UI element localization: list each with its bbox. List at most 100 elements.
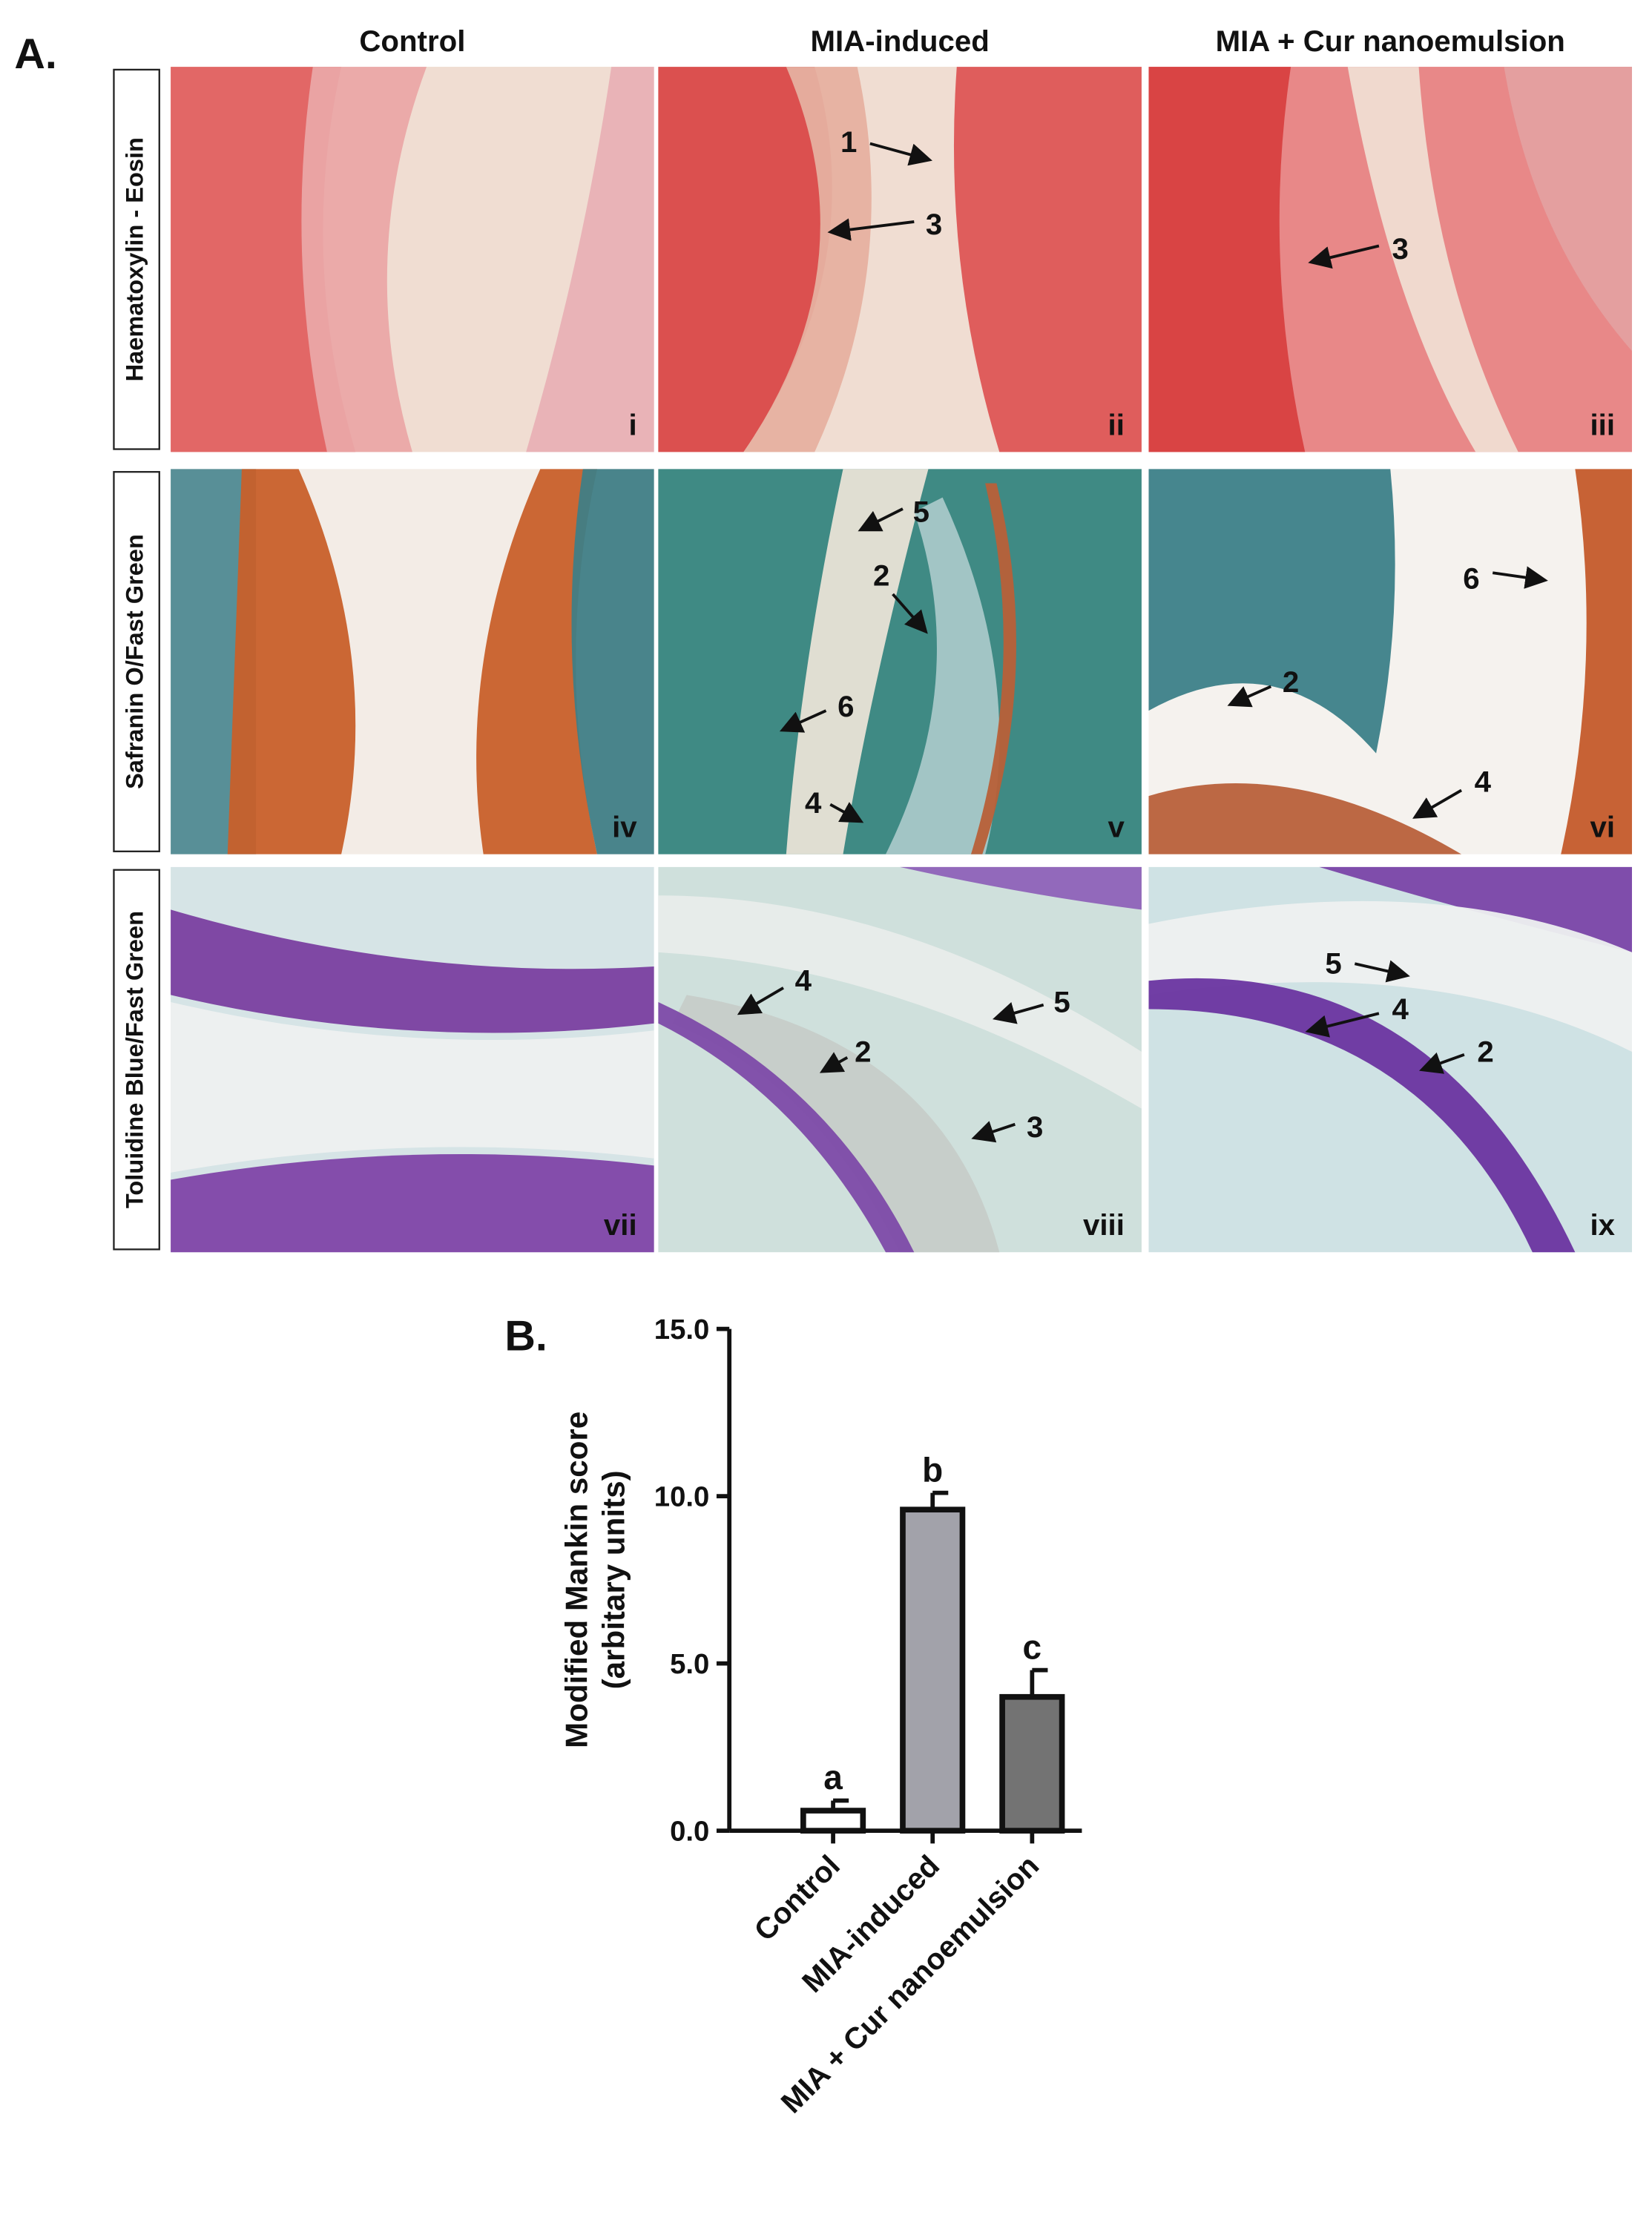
arrow-label: 3 (1392, 232, 1408, 266)
arrow (1492, 566, 1548, 589)
y-tick-label: 15.0 (654, 1314, 710, 1346)
arrow (1412, 788, 1463, 819)
bar (999, 1693, 1065, 1834)
panel-numeral: viii (1083, 1208, 1125, 1242)
y-axis-label: Modified Mankin score (559, 1412, 594, 1748)
arrow (892, 593, 928, 634)
tissue-region (1148, 978, 1576, 1253)
significance-letter: c (1023, 1627, 1042, 1666)
x-tick-label: Control (748, 1848, 846, 1947)
tissue-region (953, 67, 1142, 452)
y-tick-label: 0.0 (670, 1816, 709, 1848)
arrow-label: 3 (926, 208, 942, 241)
row-label-box (113, 869, 160, 1251)
error-bar (1030, 1667, 1048, 1697)
arrow (737, 987, 784, 1015)
column-header: Control (359, 24, 465, 58)
micrograph (658, 67, 1142, 452)
micrograph (171, 866, 654, 1253)
arrow (1308, 244, 1380, 269)
panel-numeral: iv (612, 811, 637, 844)
arrow-label: 4 (805, 786, 822, 820)
arrow (971, 1121, 1016, 1143)
tissue-region (1504, 67, 1633, 352)
error-bar (930, 1490, 949, 1510)
arrow-label: 4 (795, 964, 812, 998)
micrograph (1148, 866, 1633, 1253)
tissue-region (476, 469, 597, 854)
panel-numeral: vii (604, 1208, 637, 1242)
row-label: Toluidine Blue/Fast Green (122, 911, 148, 1208)
row-label-box (113, 471, 160, 852)
arrow (1354, 960, 1410, 983)
tissue-region (1347, 67, 1518, 452)
arrow-label: 3 (1027, 1110, 1043, 1144)
arrow (992, 1002, 1044, 1024)
column-header: MIA-induced (810, 24, 989, 58)
panel-numeral: vi (1590, 811, 1615, 844)
tissue-region (301, 67, 427, 452)
arrow (1305, 1012, 1380, 1038)
arrow-label: 5 (1325, 947, 1341, 981)
arrow-label: 4 (1475, 765, 1492, 798)
panel-numeral: ix (1590, 1208, 1615, 1242)
tissue-region (786, 469, 929, 854)
significance-letter: b (922, 1450, 943, 1489)
bar (900, 1506, 966, 1834)
y-tick-label: 5.0 (670, 1648, 709, 1680)
arrow (869, 142, 932, 166)
arrow-label: 2 (1477, 1035, 1493, 1068)
tissue-region (1148, 469, 1395, 754)
arrow (779, 709, 827, 733)
tissue-region (658, 67, 832, 452)
tissue-region (658, 1001, 915, 1253)
arrow-label: 5 (913, 495, 929, 528)
arrow (819, 1052, 849, 1073)
panel-label: A. (14, 30, 56, 78)
micrograph (1148, 67, 1633, 452)
significance-letter: a (823, 1758, 843, 1796)
arrow (829, 802, 864, 823)
arrow-label: 1 (840, 125, 857, 159)
micrograph (171, 469, 654, 854)
tissue-region (526, 67, 654, 452)
tissue-region (970, 483, 1016, 854)
panel-numeral: v (1108, 811, 1125, 844)
tissue-region (900, 866, 1142, 910)
row-label: Safranin O/Fast Green (122, 534, 148, 789)
micrograph (658, 469, 1142, 854)
arrow-label: 5 (1053, 985, 1070, 1018)
arrow-label: 2 (855, 1035, 871, 1068)
y-tick-label: 10.0 (654, 1481, 710, 1513)
arrow-label: 6 (837, 690, 854, 723)
tissue-region (171, 909, 654, 1033)
panel-label: B. (504, 1312, 547, 1360)
tissue-region (1561, 469, 1633, 854)
error-bar (831, 1798, 849, 1811)
panel-numeral: i (628, 408, 636, 441)
arrow-label: 4 (1392, 992, 1409, 1026)
micrograph (1148, 469, 1633, 854)
tissue-region (885, 497, 1000, 854)
panel-numeral: iii (1590, 408, 1615, 441)
tissue-region (571, 469, 654, 854)
bar (800, 1808, 866, 1834)
arrow (1419, 1052, 1465, 1074)
tissue-region (171, 1001, 654, 1173)
tissue-region (1148, 67, 1306, 452)
row-label-box (113, 68, 160, 450)
panel-numeral: ii (1108, 408, 1125, 441)
micrograph (658, 866, 1142, 1253)
tissue-region (227, 469, 356, 854)
y-axis-label: (arbitary units) (596, 1470, 631, 1689)
tissue-region (743, 67, 872, 452)
arrow-label: 2 (873, 559, 889, 592)
arrow (1227, 685, 1272, 708)
arrow (827, 218, 915, 241)
column-header: MIA + Cur nanoemulsion (1216, 24, 1565, 58)
tissue-region (658, 895, 1142, 1109)
arrow (858, 507, 904, 532)
row-label: Haematoxylin - Eosin (122, 137, 148, 381)
